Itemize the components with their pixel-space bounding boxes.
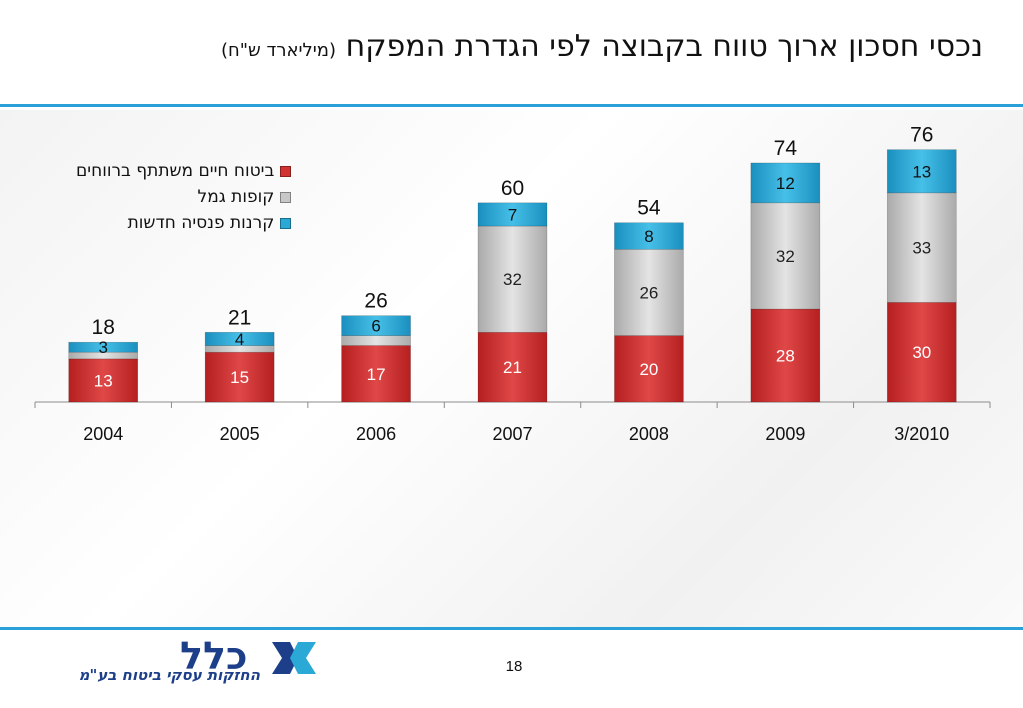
data-label-life: 30 [912, 343, 931, 362]
legend-swatch-life-insurance [280, 165, 292, 177]
total-label: 60 [501, 177, 524, 200]
legend-item-life-insurance: ביטוח חיים משתתף ברווחים [76, 158, 292, 184]
bar-segment-pension [886, 149, 957, 194]
data-label-pension: 3 [98, 338, 107, 357]
total-label: 76 [910, 124, 933, 147]
legend-label-pension-funds: קרנות פנסיה חדשות [127, 213, 275, 233]
x-tick-label: 2005 [220, 424, 260, 444]
bar-segment-life [614, 335, 684, 403]
legend-item-provident-funds: קופות גמל [76, 184, 292, 210]
data-label-life: 20 [639, 360, 658, 379]
data-label-life: 21 [503, 358, 522, 377]
total-label: 21 [228, 306, 251, 329]
data-label-life: 15 [230, 368, 249, 387]
data-label-pension: 7 [508, 205, 517, 224]
data-label-life: 17 [367, 365, 386, 384]
stacked-bar-chart: 1331820041542120051762620062132760200720… [34, 124, 991, 444]
data-label-pension: 6 [371, 317, 380, 336]
total-label: 18 [92, 316, 115, 339]
x-tick-label: 3/2010 [894, 424, 949, 444]
bar-segment-provident [750, 202, 821, 310]
legend-label-life-insurance: ביטוח חיים משתתף ברווחים [76, 161, 275, 181]
bar-segment-provident [477, 225, 548, 333]
data-label-life: 13 [94, 371, 113, 390]
data-label-life: 28 [776, 347, 795, 366]
data-label-pension: 4 [235, 330, 244, 349]
bar-segment-life [477, 331, 548, 403]
chart-legend: ביטוח חיים משתתף ברווחים קופות גמל קרנות… [76, 158, 292, 236]
data-label-pension: 12 [776, 174, 795, 193]
bar-segment-pension [204, 331, 275, 346]
bar-segment-life [886, 302, 957, 403]
data-label-pension: 13 [912, 162, 931, 181]
bar-segment-pension [341, 315, 411, 336]
top-divider [0, 104, 1023, 107]
logo-emblem-icon [272, 642, 316, 674]
x-tick-label: 2007 [492, 424, 532, 444]
data-label-pension: 8 [644, 227, 653, 246]
slide-title-text: נכסי חסכון ארוך טווח בקבוצה לפי הגדרת המ… [345, 29, 983, 64]
legend-swatch-pension-funds [280, 217, 292, 229]
logo-wordmark: כלל [180, 634, 248, 678]
total-label: 54 [637, 197, 661, 220]
bar-segment-pension [477, 202, 548, 227]
bar-segment-pension [750, 162, 821, 204]
bar-segment-life [750, 308, 821, 403]
data-label-provident: 32 [776, 247, 795, 266]
legend-label-provident-funds: קופות גמל [197, 187, 275, 207]
bottom-divider [0, 627, 1023, 630]
legend-swatch-provident-funds [280, 191, 292, 203]
x-tick-label: 2009 [765, 424, 805, 444]
total-label: 26 [364, 290, 387, 313]
data-label-provident: 26 [639, 283, 658, 302]
bar-segment-life [341, 345, 411, 403]
page-number: 18 [505, 658, 523, 675]
slide-title: נכסי חסכון ארוך טווח בקבוצה לפי הגדרת המ… [60, 26, 983, 72]
bar-segment-pension [68, 341, 139, 353]
data-label-provident: 32 [503, 270, 522, 289]
x-tick-label: 2006 [356, 424, 396, 444]
bar-segment-life [68, 358, 139, 403]
bar-segment-provident [614, 248, 684, 336]
bar-segment-provident [341, 335, 411, 346]
legend-item-pension-funds: קרנות פנסיה חדשות [76, 210, 292, 236]
x-tick-label: 2008 [629, 424, 669, 444]
logo-tagline: החזקות עסקי ביטוח בע"מ [78, 666, 260, 684]
bar-segment-pension [614, 222, 684, 250]
slide-title-unit: (מיליארד ש"ח) [220, 40, 337, 61]
company-logo: כלל החזקות עסקי ביטוח בע"מ [30, 634, 316, 692]
data-label-provident: 33 [912, 239, 931, 258]
total-label: 74 [774, 137, 798, 160]
x-tick-label: 2004 [83, 424, 123, 444]
